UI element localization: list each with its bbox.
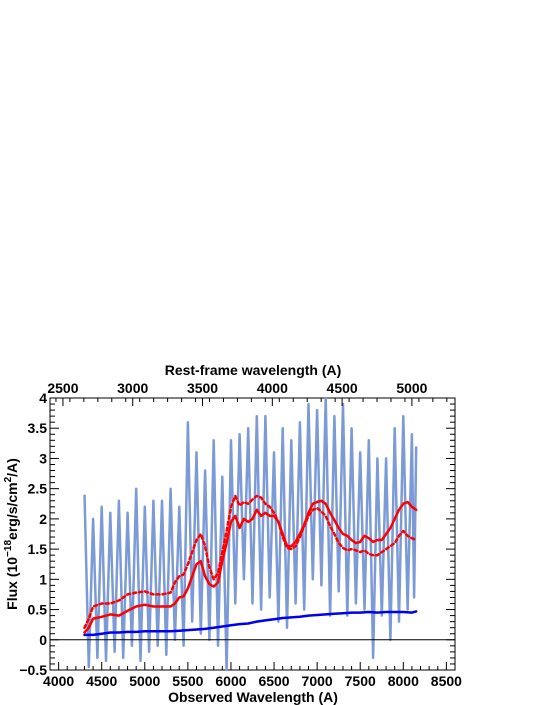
x-tick-label: 8000 [388,673,419,689]
y-axis-title: Flux (10−18erg/s/cm2/A) [3,458,20,610]
x-tick-label: 6000 [215,673,246,689]
y-axis-title-post: /A) [4,458,20,477]
y-axis-title-exp: −18 [3,540,14,557]
x2-tick-label: 3000 [117,380,148,396]
x-tick-label: 7500 [345,673,376,689]
y-tick-label: 2 [39,511,47,527]
axes-layer: 4000 4500 5000 5500 6000 6500 7000 7500 8000 8500… [19,380,462,689]
y-axis-title-pre: Flux (10 [4,557,20,610]
y-axis-title-exp2: 2 [3,476,14,482]
y-tick-label: 4 [39,390,47,406]
x2-tick-label: 2500 [47,380,78,396]
error-spectrum-line [83,610,418,637]
y-tick-label: 3.5 [28,420,48,436]
x-tick-label: 5500 [172,673,203,689]
plot-frame [49,397,456,671]
x2-tick-label: 5000 [396,380,427,396]
x-tick-label: 8500 [431,673,462,689]
observed-spectrum-band [83,396,418,672]
x2-axis-title: Rest-frame wavelength (A) [165,362,342,378]
y-tick-label: 0 [39,632,47,648]
y-tick-label: 1 [39,571,47,587]
y-tick-label: 1.5 [28,541,48,557]
y-axis-title-unit: erg/s/cm [4,482,20,540]
model-dotted-line [83,494,418,629]
y-tick-label: 2.5 [28,481,48,497]
x-tick-label: 4000 [43,673,74,689]
y-tick-label: 0.5 [28,602,48,618]
x-tick-label: 7000 [302,673,333,689]
data-layer [83,396,418,672]
y-tick-label: 3 [39,450,47,466]
model-solid-line [83,499,418,634]
x-tick-label: 6500 [258,673,289,689]
y-tick-label: −0.5 [19,662,47,678]
x-tick-label: 4500 [86,673,117,689]
x2-tick-label: 3500 [187,380,218,396]
x2-tick-label: 4000 [257,380,288,396]
x-tick-label: 5000 [129,673,160,689]
x-axis-title: Observed Wavelength (A) [168,689,338,705]
x2-tick-label: 4500 [327,380,358,396]
